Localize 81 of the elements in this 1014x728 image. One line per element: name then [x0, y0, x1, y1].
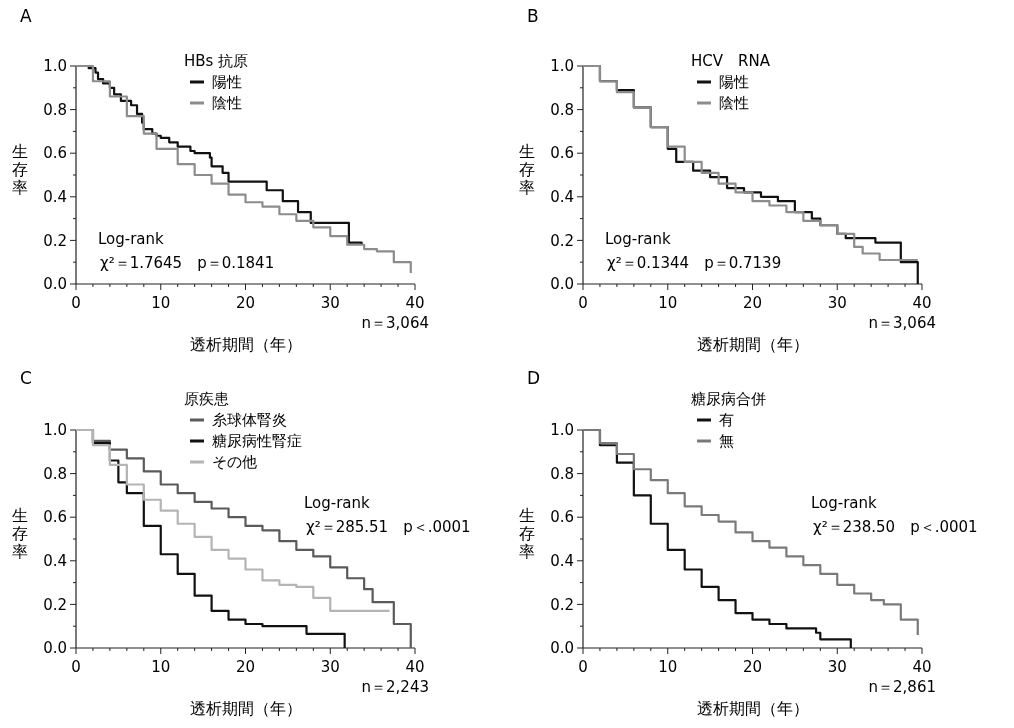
x-tick-label: 10 — [151, 294, 171, 312]
annotation: Log-rank — [811, 494, 878, 512]
legend-title: HBs 抗原 — [184, 52, 249, 70]
legend-label: 陰性 — [212, 94, 242, 112]
y-tick-label: 0.4 — [550, 552, 574, 571]
x-tick-label: 40 — [405, 658, 425, 676]
y-tick-label: 0.6 — [43, 144, 67, 163]
annotation: χ²＝285.51 p＜.0001 — [306, 518, 471, 536]
x-tick-label: 30 — [827, 658, 847, 676]
y-tick-label: 0.6 — [43, 508, 67, 527]
y-tick-label: 0.0 — [550, 639, 574, 658]
text: n＝2,243 — [361, 678, 429, 696]
y-tick-label: 0.6 — [550, 508, 574, 527]
x-tick-label: 0 — [71, 294, 81, 312]
annotation: χ²＝238.50 p＜.0001 — [813, 518, 978, 536]
text: n＝3,064 — [868, 314, 936, 332]
x-axis-title: 透析期間（年） — [696, 699, 809, 718]
x-tick-label: 20 — [742, 658, 763, 676]
x-tick-label: 20 — [235, 658, 256, 676]
chart-title: B — [527, 6, 539, 26]
y-axis-title: 生存率 — [12, 142, 28, 197]
chart-title: A — [20, 6, 32, 26]
chart-title: D — [527, 368, 541, 388]
x-tick-label: 30 — [827, 294, 847, 312]
legend-title: HCV RNA — [691, 52, 771, 70]
y-tick-label: 0.2 — [43, 595, 67, 614]
chart-title: C — [20, 368, 32, 388]
legend-label: 陽性 — [212, 73, 242, 91]
y-tick-label: 0.2 — [550, 231, 574, 250]
annotation: χ²＝0.1344 p＝0.7139 — [607, 254, 782, 272]
y-axis-title: 生存率 — [519, 142, 535, 197]
x-axis-title: 透析期間（年） — [696, 335, 809, 354]
y-tick-label: 0.0 — [43, 275, 67, 294]
y-tick-label: 0.8 — [550, 464, 574, 483]
x-tick-label: 0 — [578, 294, 588, 312]
annotation: Log-rank — [605, 230, 672, 248]
x-tick-label: 20 — [235, 294, 256, 312]
legend-label: 糸球体腎炎 — [212, 411, 287, 429]
x-axis-title: 透析期間（年） — [189, 699, 302, 718]
legend-label: 無 — [719, 432, 734, 450]
x-tick-label: 10 — [658, 294, 678, 312]
x-tick-label: 10 — [658, 658, 678, 676]
y-tick-label: 1.0 — [550, 421, 574, 440]
y-tick-label: 0.0 — [550, 275, 574, 294]
x-tick-label: 30 — [320, 294, 340, 312]
annotation: χ²＝1.7645 p＝0.1841 — [100, 254, 275, 272]
y-axis-title: 生存率 — [12, 506, 28, 561]
x-tick-label: 0 — [578, 658, 588, 676]
y-tick-label: 0.4 — [43, 552, 67, 571]
annotation: Log-rank — [304, 494, 371, 512]
legend-label: 陽性 — [719, 73, 749, 91]
y-tick-label: 1.0 — [550, 57, 574, 76]
x-axis-title: 透析期間（年） — [189, 335, 302, 354]
y-tick-label: 0.8 — [550, 100, 574, 119]
legend-title: 原疾患 — [184, 390, 229, 408]
legend-label: 糖尿病性腎症 — [212, 432, 302, 450]
y-axis-title: 生存率 — [519, 506, 535, 561]
x-tick-label: 40 — [912, 658, 932, 676]
y-tick-label: 0.8 — [43, 464, 67, 483]
legend-label: その他 — [212, 453, 257, 471]
x-tick-label: 30 — [320, 658, 340, 676]
y-tick-label: 0.6 — [550, 144, 574, 163]
text: n＝3,064 — [361, 314, 429, 332]
x-tick-label: 10 — [151, 658, 171, 676]
legend-label: 陰性 — [719, 94, 749, 112]
y-tick-label: 0.2 — [550, 595, 574, 614]
y-tick-label: 0.0 — [43, 639, 67, 658]
legend-label: 有 — [719, 411, 734, 429]
text: n＝2,861 — [868, 678, 936, 696]
x-tick-label: 0 — [71, 658, 81, 676]
x-tick-label: 40 — [912, 294, 932, 312]
legend-title: 糖尿病合併 — [691, 390, 766, 408]
annotation: Log-rank — [98, 230, 165, 248]
x-tick-label: 20 — [742, 294, 763, 312]
y-tick-label: 0.8 — [43, 100, 67, 119]
y-tick-label: 0.4 — [43, 188, 67, 207]
y-tick-label: 1.0 — [43, 57, 67, 76]
y-tick-label: 1.0 — [43, 421, 67, 440]
x-tick-label: 40 — [405, 294, 425, 312]
y-tick-label: 0.2 — [43, 231, 67, 250]
y-tick-label: 0.4 — [550, 188, 574, 207]
